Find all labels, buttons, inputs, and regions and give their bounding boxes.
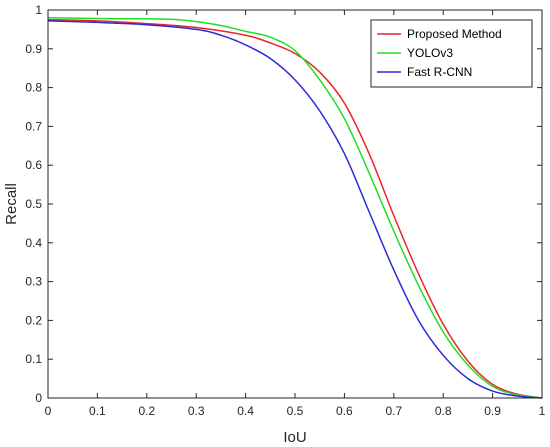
x-tick-label: 0.4: [237, 404, 254, 418]
y-tick-label: 0.6: [25, 158, 42, 172]
x-tick-label: 0.1: [89, 404, 106, 418]
x-tick-label: 0.2: [138, 404, 155, 418]
x-tick-label: 0.6: [336, 404, 353, 418]
series-lines: [47, 17, 543, 399]
y-tick-label: 0.2: [25, 313, 42, 327]
tick-marks: [47, 9, 543, 399]
x-tick-label: 0.3: [188, 404, 205, 418]
y-tick-label: 0.3: [25, 275, 42, 289]
y-tick-label: 0.5: [25, 197, 42, 211]
legend-entry-label: YOLOv3: [407, 46, 453, 60]
x-tick-label: 0.7: [385, 404, 402, 418]
x-tick-label: 1: [539, 404, 546, 418]
y-tick-labels: 0 0.1 0.2 0.3 0.4 0.5 0.6 0.7 0.8 0.9 1: [25, 3, 42, 405]
x-tick-label: 0.5: [287, 404, 304, 418]
y-tick-label: 0.8: [25, 81, 42, 95]
x-tick-labels: 0 0.1 0.2 0.3 0.4 0.5 0.6 0.7 0.8 0.9 1: [45, 404, 546, 418]
x-tick-label: 0: [45, 404, 52, 418]
series-line-fast-r-cnn: [47, 20, 543, 399]
y-tick-label: 0.9: [25, 42, 42, 56]
series-line-proposed-method: [47, 18, 543, 399]
x-tick-label: 0.8: [435, 404, 452, 418]
legend-entry-label: Fast R-CNN: [407, 65, 472, 79]
y-tick-label: 1: [35, 3, 42, 17]
x-axis-label: IoU: [283, 429, 306, 446]
y-tick-label: 0.1: [25, 352, 42, 366]
series-line-yolov3: [47, 17, 543, 399]
y-tick-label: 0.4: [25, 236, 42, 250]
legend-entry-label: Proposed Method: [407, 27, 502, 41]
legend: Proposed Method YOLOv3 Fast R-CNN: [370, 19, 533, 88]
y-axis-label: Recall: [3, 183, 20, 225]
x-tick-label: 0.9: [484, 404, 501, 418]
y-tick-label: 0: [35, 391, 42, 405]
y-tick-label: 0.7: [25, 119, 42, 133]
